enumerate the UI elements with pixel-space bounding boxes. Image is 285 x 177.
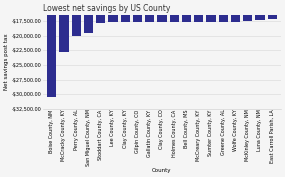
Bar: [170, 0, 179, 22]
Bar: [108, 0, 117, 22]
Bar: [121, 0, 130, 22]
Bar: [243, 0, 252, 21]
Bar: [194, 0, 203, 22]
Bar: [47, 0, 56, 97]
Bar: [59, 0, 68, 52]
Bar: [268, 0, 277, 19]
X-axis label: County: County: [152, 168, 172, 173]
Bar: [84, 0, 93, 33]
Bar: [231, 0, 240, 22]
Bar: [182, 0, 191, 22]
Y-axis label: Net savings post tax: Net savings post tax: [4, 34, 9, 90]
Bar: [133, 0, 142, 22]
Bar: [219, 0, 228, 22]
Bar: [157, 0, 166, 22]
Text: Lowest net savings by US County: Lowest net savings by US County: [43, 4, 170, 13]
Bar: [145, 0, 154, 22]
Bar: [96, 0, 105, 23]
Bar: [255, 0, 264, 20]
Bar: [206, 0, 215, 22]
Bar: [72, 0, 81, 36]
